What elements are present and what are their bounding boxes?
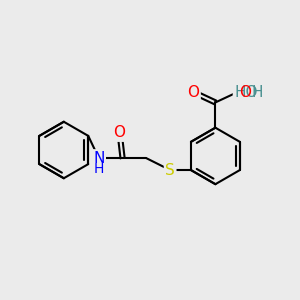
Text: N: N (93, 151, 104, 166)
Text: O: O (239, 85, 251, 100)
Text: HO: HO (234, 85, 258, 100)
Text: H: H (251, 85, 262, 100)
Text: H: H (94, 162, 104, 176)
Text: O: O (187, 85, 199, 100)
Text: S: S (165, 163, 175, 178)
Text: O: O (187, 85, 199, 100)
Text: O: O (114, 125, 126, 140)
